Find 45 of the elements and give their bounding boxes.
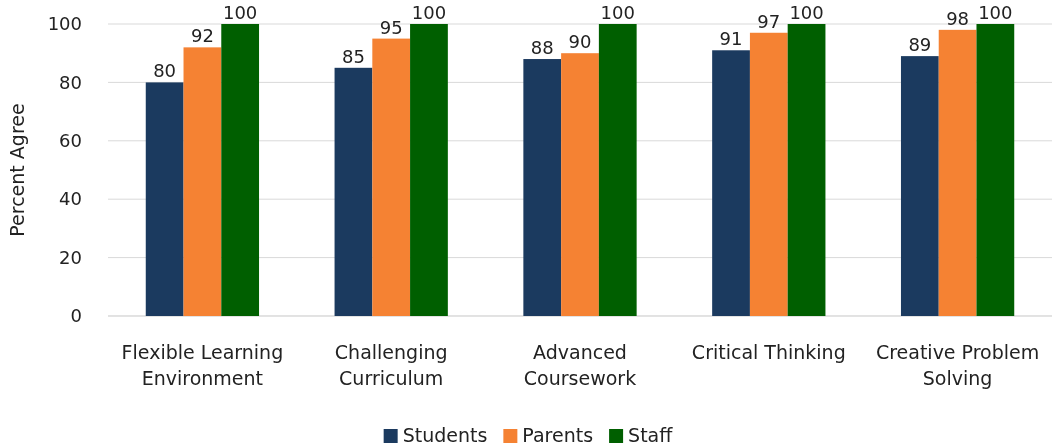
y-tick-label: 20	[59, 246, 82, 268]
y-tick-label: 80	[59, 71, 82, 93]
bar	[334, 67, 373, 316]
data-label: 89	[908, 34, 932, 56]
bar	[712, 50, 750, 316]
y-axis-title: Percent Agree	[6, 103, 28, 237]
bar	[561, 53, 599, 316]
bar	[221, 24, 260, 316]
bar	[523, 59, 562, 316]
bar	[938, 29, 977, 316]
data-label: 100	[411, 2, 447, 23]
data-label: 92	[190, 25, 214, 47]
x-tick-label: Flexible Learning Environment	[121, 341, 284, 389]
data-label: 100	[600, 2, 635, 23]
data-label: 95	[379, 16, 403, 38]
data-label: 91	[719, 28, 743, 50]
data-label: 100	[789, 2, 824, 23]
bar	[145, 82, 184, 316]
legend-label: Students	[402, 424, 488, 446]
x-tick-label: Challenging Curriculum	[334, 341, 448, 389]
y-tick-label: 100	[47, 13, 82, 35]
bar	[749, 32, 788, 316]
bar	[410, 24, 448, 316]
data-label: 80	[153, 60, 177, 82]
bar	[787, 24, 826, 316]
data-label: 90	[568, 31, 592, 53]
data-label: 100	[222, 2, 258, 23]
bar	[598, 24, 637, 316]
data-label: 88	[530, 37, 554, 59]
data-label: 85	[341, 45, 365, 67]
data-label: 97	[757, 10, 781, 32]
y-tick-label: 60	[59, 130, 82, 152]
legend-label: Staff	[628, 424, 674, 446]
x-tick-label: Creative Problem Solving	[875, 341, 1040, 389]
data-label: 98	[946, 7, 970, 29]
data-label: 100	[978, 2, 1013, 23]
legend-label: Parents	[522, 424, 594, 446]
y-tick-label: 0	[70, 305, 82, 327]
x-tick-label: Advanced Coursework	[523, 341, 637, 389]
bar	[976, 24, 1015, 316]
y-tick-label: 40	[59, 188, 82, 210]
bar	[900, 56, 939, 316]
bar	[183, 47, 222, 316]
x-tick-label: Critical Thinking	[691, 341, 846, 363]
bar	[372, 38, 411, 316]
